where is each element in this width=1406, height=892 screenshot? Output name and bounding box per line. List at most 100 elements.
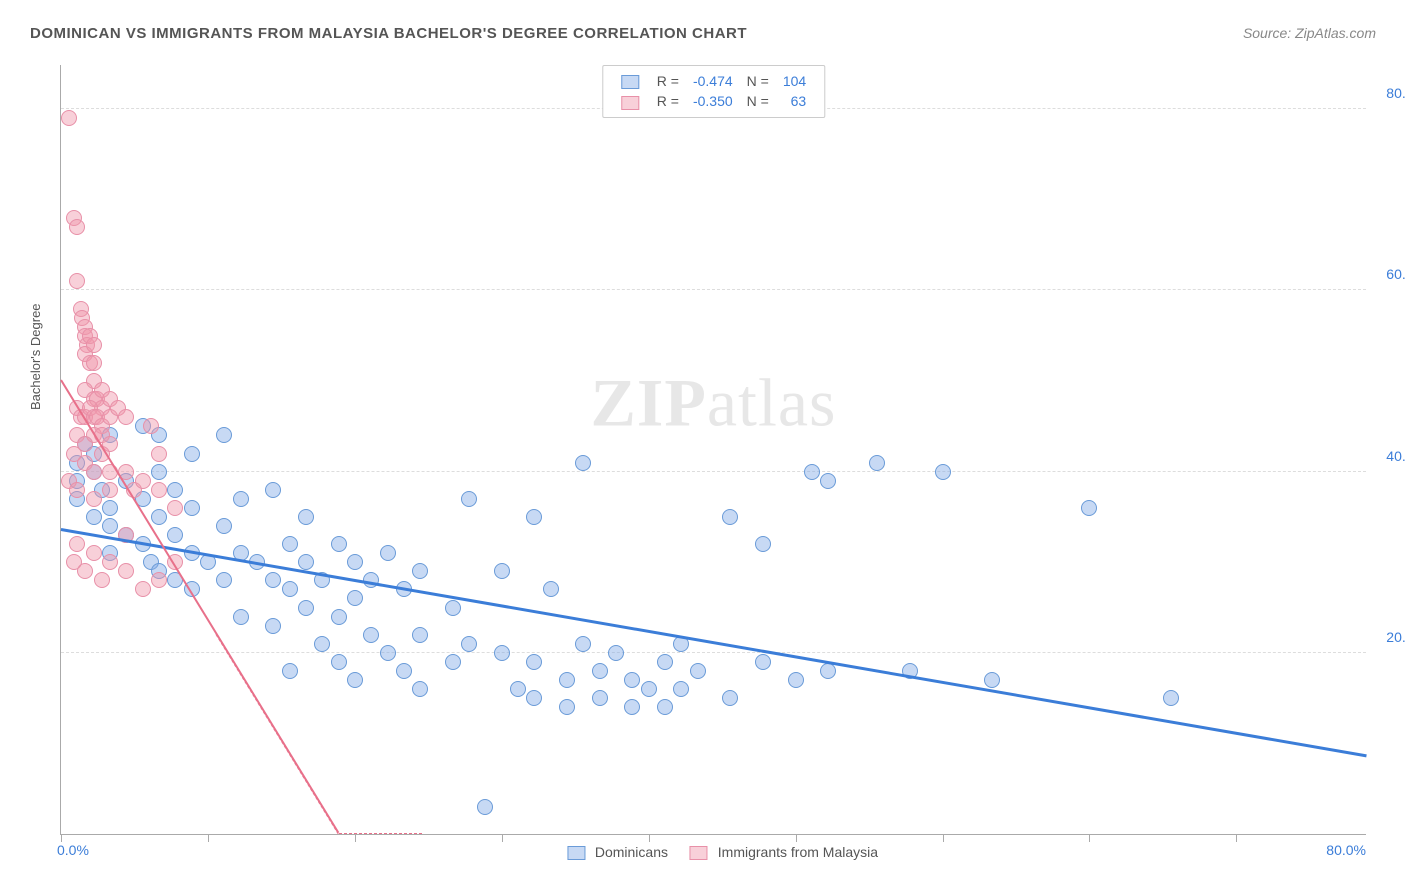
point-dominicans xyxy=(722,690,738,706)
point-malaysia xyxy=(118,563,134,579)
y-tick-label: 60.0% xyxy=(1386,266,1406,282)
x-tick xyxy=(1236,834,1237,842)
y-tick-label: 40.0% xyxy=(1386,448,1406,464)
point-dominicans xyxy=(755,654,771,670)
point-malaysia xyxy=(151,446,167,462)
point-dominicans xyxy=(461,491,477,507)
point-dominicans xyxy=(869,455,885,471)
swatch-series2 xyxy=(621,96,639,110)
point-dominicans xyxy=(282,536,298,552)
point-dominicans xyxy=(690,663,706,679)
point-dominicans xyxy=(184,500,200,516)
point-malaysia xyxy=(102,554,118,570)
point-malaysia xyxy=(69,273,85,289)
point-dominicans xyxy=(559,672,575,688)
swatch-series1 xyxy=(621,75,639,89)
x-tick xyxy=(943,834,944,842)
point-dominicans xyxy=(788,672,804,688)
point-dominicans xyxy=(543,581,559,597)
point-malaysia xyxy=(77,563,93,579)
legend-row-series1: R = -0.474 N = 104 xyxy=(615,72,812,90)
legend-label-series1: Dominicans xyxy=(595,844,668,860)
point-dominicans xyxy=(755,536,771,552)
point-dominicans xyxy=(233,609,249,625)
point-malaysia xyxy=(135,473,151,489)
trendline xyxy=(216,634,339,834)
point-dominicans xyxy=(624,672,640,688)
point-dominicans xyxy=(314,636,330,652)
trendline xyxy=(339,833,422,834)
x-axis-min-label: 0.0% xyxy=(57,842,89,858)
point-malaysia xyxy=(151,572,167,588)
point-dominicans xyxy=(380,545,396,561)
point-dominicans xyxy=(494,645,510,661)
point-dominicans xyxy=(331,654,347,670)
point-dominicans xyxy=(347,590,363,606)
point-dominicans xyxy=(265,482,281,498)
watermark: ZIPatlas xyxy=(591,364,837,443)
y-tick-label: 20.0% xyxy=(1386,629,1406,645)
x-tick xyxy=(1089,834,1090,842)
point-dominicans xyxy=(510,681,526,697)
point-malaysia xyxy=(86,337,102,353)
legend-row-series2: R = -0.350 N = 63 xyxy=(615,92,812,110)
point-malaysia xyxy=(151,482,167,498)
point-dominicans xyxy=(461,636,477,652)
point-dominicans xyxy=(592,690,608,706)
point-malaysia xyxy=(135,581,151,597)
point-dominicans xyxy=(151,509,167,525)
point-dominicans xyxy=(412,563,428,579)
point-malaysia xyxy=(102,482,118,498)
y-axis-label: Bachelor's Degree xyxy=(28,303,43,410)
point-dominicans xyxy=(526,654,542,670)
point-malaysia xyxy=(86,491,102,507)
point-dominicans xyxy=(347,672,363,688)
point-dominicans xyxy=(216,572,232,588)
point-dominicans xyxy=(412,627,428,643)
point-malaysia xyxy=(69,536,85,552)
point-dominicans xyxy=(102,518,118,534)
point-dominicans xyxy=(804,464,820,480)
point-dominicans xyxy=(167,527,183,543)
point-malaysia xyxy=(143,418,159,434)
point-dominicans xyxy=(412,681,428,697)
point-dominicans xyxy=(624,699,640,715)
point-dominicans xyxy=(673,681,689,697)
point-dominicans xyxy=(102,500,118,516)
point-dominicans xyxy=(298,600,314,616)
point-dominicans xyxy=(657,654,673,670)
chart-container: DOMINICAN VS IMMIGRANTS FROM MALAYSIA BA… xyxy=(10,10,1396,882)
point-dominicans xyxy=(216,518,232,534)
point-dominicans xyxy=(380,645,396,661)
point-dominicans xyxy=(216,427,232,443)
point-dominicans xyxy=(396,663,412,679)
point-dominicans xyxy=(298,509,314,525)
point-malaysia xyxy=(86,545,102,561)
y-tick-label: 80.0% xyxy=(1386,85,1406,101)
point-dominicans xyxy=(608,645,624,661)
point-dominicans xyxy=(282,581,298,597)
swatch-series2-bottom xyxy=(690,846,708,860)
point-dominicans xyxy=(151,464,167,480)
x-tick xyxy=(355,834,356,842)
point-dominicans xyxy=(820,663,836,679)
legend-stats: R = -0.474 N = 104 R = -0.350 N = 63 xyxy=(602,65,825,118)
point-dominicans xyxy=(1081,500,1097,516)
x-tick xyxy=(502,834,503,842)
point-dominicans xyxy=(331,536,347,552)
point-dominicans xyxy=(298,554,314,570)
chart-title: DOMINICAN VS IMMIGRANTS FROM MALAYSIA BA… xyxy=(30,25,747,42)
gridline xyxy=(61,471,1366,472)
point-dominicans xyxy=(445,600,461,616)
point-dominicans xyxy=(347,554,363,570)
point-malaysia xyxy=(86,355,102,371)
point-dominicans xyxy=(592,663,608,679)
x-axis-max-label: 80.0% xyxy=(1326,842,1366,858)
point-dominicans xyxy=(167,482,183,498)
point-dominicans xyxy=(575,455,591,471)
chart-source: Source: ZipAtlas.com xyxy=(1243,25,1376,41)
point-dominicans xyxy=(657,699,673,715)
point-dominicans xyxy=(86,509,102,525)
point-malaysia xyxy=(61,110,77,126)
point-malaysia xyxy=(118,409,134,425)
